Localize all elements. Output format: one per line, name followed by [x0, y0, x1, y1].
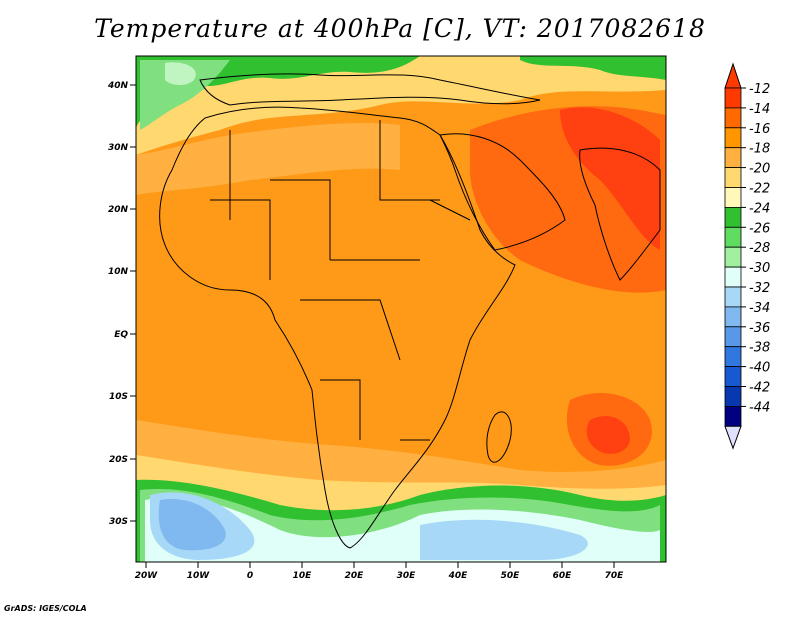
coastlines: [159, 73, 661, 549]
colorbar-label: -14: [749, 102, 770, 117]
colorbar-label: -44: [749, 400, 770, 415]
colorbar-label: -32: [749, 281, 770, 296]
europe: [199, 73, 541, 106]
credit-label: GrADS: IGES/COLA: [4, 604, 87, 613]
india: [579, 147, 661, 281]
lon-label: 20W: [135, 571, 159, 581]
lat-label: 40N: [107, 81, 129, 91]
colorbar-swatch: [724, 286, 742, 308]
lon-label: 10E: [293, 571, 313, 581]
colorbar-label: -12: [749, 82, 770, 97]
colorbar-swatch: [724, 127, 742, 149]
lon-label: 70E: [605, 571, 625, 581]
colorbar-label: -30: [749, 261, 770, 276]
colorbar-swatch: [724, 346, 742, 368]
lat-label: 30S: [109, 517, 128, 527]
lon-label: 20E: [345, 571, 365, 581]
lon-label: 60E: [553, 571, 573, 581]
lat-axis: 40N 30N 20N 10N EQ 10S 20S 30S: [107, 81, 136, 527]
africa-coast: [159, 106, 516, 549]
field-south-blue3: [420, 519, 588, 560]
colorbar-swatch: [724, 167, 742, 188]
lon-label: 50E: [501, 571, 521, 581]
field-north-cyan: [165, 62, 196, 85]
field-hot-indian: [586, 416, 630, 454]
colorbar-label: -40: [749, 361, 770, 376]
lon-label: 10W: [187, 571, 211, 581]
madagascar: [486, 411, 512, 463]
arabia: [439, 133, 566, 251]
colorbar-label: -26: [749, 221, 770, 236]
colorbar-swatch: [724, 405, 742, 427]
colorbar-swatch: [724, 206, 742, 228]
colorbar-label: -42: [749, 381, 770, 396]
colorbar-label: -18: [749, 142, 770, 157]
colorbar-label: -22: [749, 182, 770, 197]
field-north-light: [136, 123, 400, 195]
colorbar-swatch: [724, 386, 742, 407]
temperature-field: [136, 56, 666, 562]
border-1: [210, 120, 471, 441]
colorbar-bottom-arrow: [724, 425, 742, 450]
colorbar-swatch: [724, 266, 742, 288]
lon-axis: 20W 10W 0 10E 20E 30E 40E 50E 60E 70E: [135, 562, 624, 581]
lat-label: 20N: [108, 205, 129, 215]
colorbar-swatch: [724, 107, 742, 129]
lon-label: 30E: [397, 571, 417, 581]
colorbar-swatch: [724, 326, 742, 348]
colorbar-top-arrow: [724, 62, 742, 89]
lat-label: EQ: [114, 330, 128, 340]
field-north-pale: [136, 56, 666, 155]
colorbar-swatch: [724, 87, 742, 109]
colorbar: -12 -14 -16 -18 -20 -22 -24 -26 -28 -30 -32 -34 -36 -…: [724, 62, 770, 450]
colorbar-swatch: [724, 366, 742, 387]
field-ne-green: [520, 56, 666, 80]
lat-label: 20S: [109, 455, 128, 465]
lon-label: 0: [247, 571, 253, 581]
colorbar-label: -24: [749, 201, 770, 216]
chart-title: Temperature at 400hPa [C], VT: 201708261…: [94, 14, 706, 43]
lon-label: 40E: [448, 571, 469, 581]
colorbar-swatch: [724, 246, 742, 268]
lat-label: 30N: [108, 143, 129, 153]
colorbar-label: -28: [749, 241, 770, 256]
field-hot-india: [560, 107, 660, 250]
colorbar-swatch: [724, 187, 742, 208]
field-south-blue2: [158, 499, 226, 551]
colorbar-label: -36: [749, 321, 770, 336]
colorbar-swatch: [724, 147, 742, 168]
colorbar-label: -20: [749, 162, 770, 177]
field-north-green-light: [140, 60, 230, 130]
colorbar-swatch: [724, 226, 742, 248]
colorbar-label: -38: [749, 341, 770, 356]
colorbar-swatch: [724, 306, 742, 328]
colorbar-label: -34: [749, 301, 770, 316]
lat-label: 10N: [108, 267, 129, 277]
colorbar-label: -16: [749, 122, 770, 137]
lat-label: 10S: [109, 392, 128, 402]
plot-frame: [135, 55, 667, 563]
